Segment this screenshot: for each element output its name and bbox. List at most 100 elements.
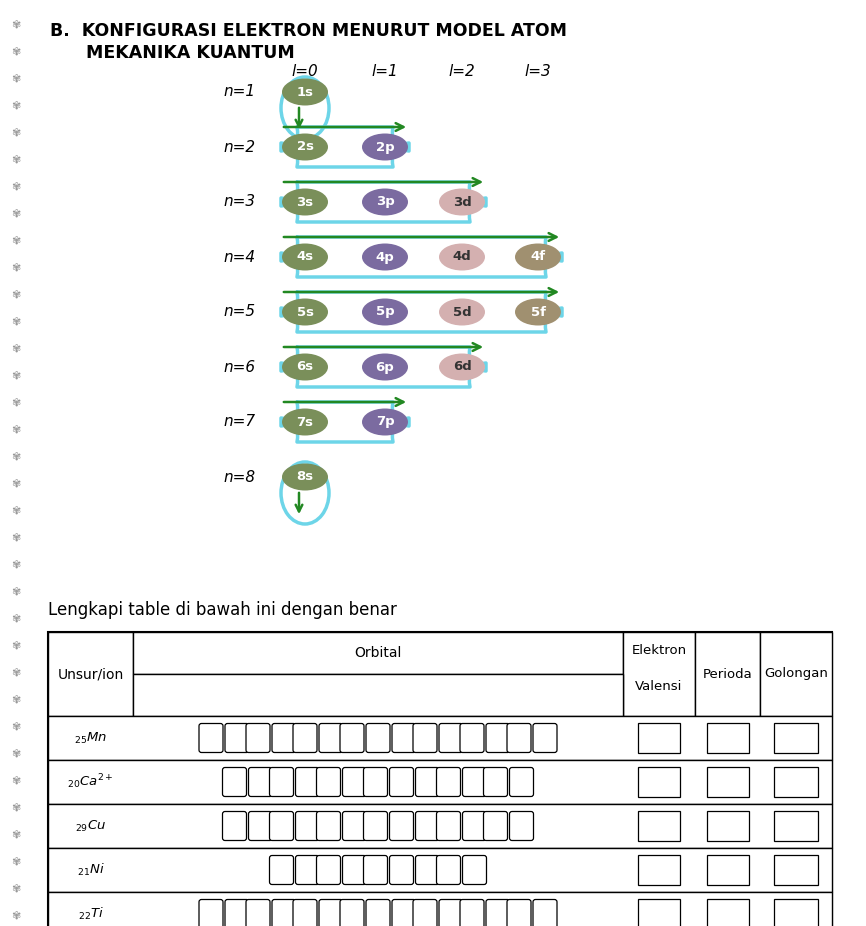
- Text: 6d: 6d: [453, 360, 471, 373]
- Text: ✾: ✾: [11, 20, 21, 30]
- FancyBboxPatch shape: [316, 811, 340, 841]
- Text: 3p: 3p: [376, 195, 394, 208]
- FancyBboxPatch shape: [269, 856, 294, 884]
- Text: 2s: 2s: [296, 141, 313, 154]
- Text: Elektron: Elektron: [631, 644, 687, 657]
- Text: n=2: n=2: [224, 140, 256, 155]
- Text: Golongan: Golongan: [764, 668, 828, 681]
- FancyBboxPatch shape: [342, 811, 366, 841]
- FancyBboxPatch shape: [249, 768, 273, 796]
- FancyBboxPatch shape: [439, 723, 463, 753]
- Text: ✾: ✾: [11, 614, 21, 624]
- Text: ✾: ✾: [11, 857, 21, 867]
- Text: ✾: ✾: [11, 506, 21, 516]
- Ellipse shape: [515, 298, 561, 326]
- Text: ✾: ✾: [11, 209, 21, 219]
- FancyBboxPatch shape: [272, 899, 296, 926]
- FancyBboxPatch shape: [295, 768, 320, 796]
- Text: ✾: ✾: [11, 101, 21, 111]
- Bar: [707, 811, 748, 841]
- FancyBboxPatch shape: [225, 723, 249, 753]
- Ellipse shape: [439, 244, 485, 270]
- Text: l=2: l=2: [449, 65, 475, 80]
- Bar: [774, 899, 818, 926]
- Ellipse shape: [282, 79, 328, 106]
- Text: 5f: 5f: [531, 306, 546, 319]
- Bar: [774, 855, 818, 885]
- FancyBboxPatch shape: [272, 723, 296, 753]
- Text: 1s: 1s: [296, 85, 313, 98]
- FancyBboxPatch shape: [413, 899, 437, 926]
- FancyBboxPatch shape: [319, 723, 343, 753]
- Text: 4f: 4f: [531, 251, 546, 264]
- Bar: [638, 767, 680, 797]
- FancyBboxPatch shape: [533, 899, 557, 926]
- FancyBboxPatch shape: [269, 811, 294, 841]
- Bar: [707, 767, 748, 797]
- FancyBboxPatch shape: [223, 811, 247, 841]
- Bar: [133, 674, 623, 716]
- FancyBboxPatch shape: [246, 723, 270, 753]
- Text: l=1: l=1: [372, 65, 398, 80]
- FancyBboxPatch shape: [392, 899, 416, 926]
- Text: Orbital: Orbital: [354, 646, 402, 660]
- FancyBboxPatch shape: [293, 899, 317, 926]
- Text: ✾: ✾: [11, 425, 21, 435]
- Ellipse shape: [282, 354, 328, 381]
- Text: ✾: ✾: [11, 290, 21, 300]
- Ellipse shape: [362, 244, 408, 270]
- Text: ✾: ✾: [11, 371, 21, 381]
- Text: 2p: 2p: [376, 141, 394, 154]
- Text: n=8: n=8: [224, 469, 256, 484]
- FancyBboxPatch shape: [460, 899, 484, 926]
- Text: ✾: ✾: [11, 668, 21, 678]
- Ellipse shape: [282, 189, 328, 216]
- Bar: [133, 632, 623, 674]
- Text: ✾: ✾: [11, 479, 21, 489]
- Bar: [48, 892, 832, 926]
- Ellipse shape: [282, 298, 328, 326]
- FancyBboxPatch shape: [462, 856, 487, 884]
- Bar: [638, 855, 680, 885]
- Ellipse shape: [515, 244, 561, 270]
- FancyBboxPatch shape: [436, 811, 461, 841]
- FancyBboxPatch shape: [486, 899, 510, 926]
- FancyBboxPatch shape: [225, 899, 249, 926]
- Text: n=1: n=1: [224, 84, 256, 99]
- Text: ✾: ✾: [11, 47, 21, 57]
- Ellipse shape: [439, 354, 485, 381]
- Text: ✾: ✾: [11, 452, 21, 462]
- Ellipse shape: [362, 189, 408, 216]
- FancyBboxPatch shape: [436, 768, 461, 796]
- FancyBboxPatch shape: [439, 899, 463, 926]
- FancyBboxPatch shape: [249, 811, 273, 841]
- Bar: [48, 804, 832, 848]
- FancyBboxPatch shape: [246, 899, 270, 926]
- Text: $_{21}Ni$: $_{21}Ni$: [76, 862, 105, 878]
- Bar: [48, 716, 832, 760]
- Text: $_{20}Ca^{2+}$: $_{20}Ca^{2+}$: [68, 772, 113, 792]
- Text: ✾: ✾: [11, 155, 21, 165]
- FancyBboxPatch shape: [316, 768, 340, 796]
- Text: 4p: 4p: [376, 251, 394, 264]
- Ellipse shape: [362, 133, 408, 160]
- Text: n=3: n=3: [224, 194, 256, 209]
- FancyBboxPatch shape: [390, 768, 413, 796]
- Ellipse shape: [362, 408, 408, 435]
- FancyBboxPatch shape: [364, 768, 387, 796]
- Text: 5s: 5s: [296, 306, 313, 319]
- Text: n=6: n=6: [224, 359, 256, 374]
- Text: Unsur/ion: Unsur/ion: [57, 667, 124, 681]
- Text: ✾: ✾: [11, 911, 21, 921]
- FancyBboxPatch shape: [462, 811, 487, 841]
- Ellipse shape: [439, 298, 485, 326]
- Text: $_{25}Mn$: $_{25}Mn$: [74, 731, 107, 745]
- Text: ✾: ✾: [11, 74, 21, 84]
- Text: ✾: ✾: [11, 128, 21, 138]
- Text: n=5: n=5: [224, 305, 256, 319]
- FancyBboxPatch shape: [416, 811, 440, 841]
- Text: 4s: 4s: [296, 251, 313, 264]
- Text: ✾: ✾: [11, 263, 21, 273]
- Bar: [48, 760, 832, 804]
- Bar: [638, 811, 680, 841]
